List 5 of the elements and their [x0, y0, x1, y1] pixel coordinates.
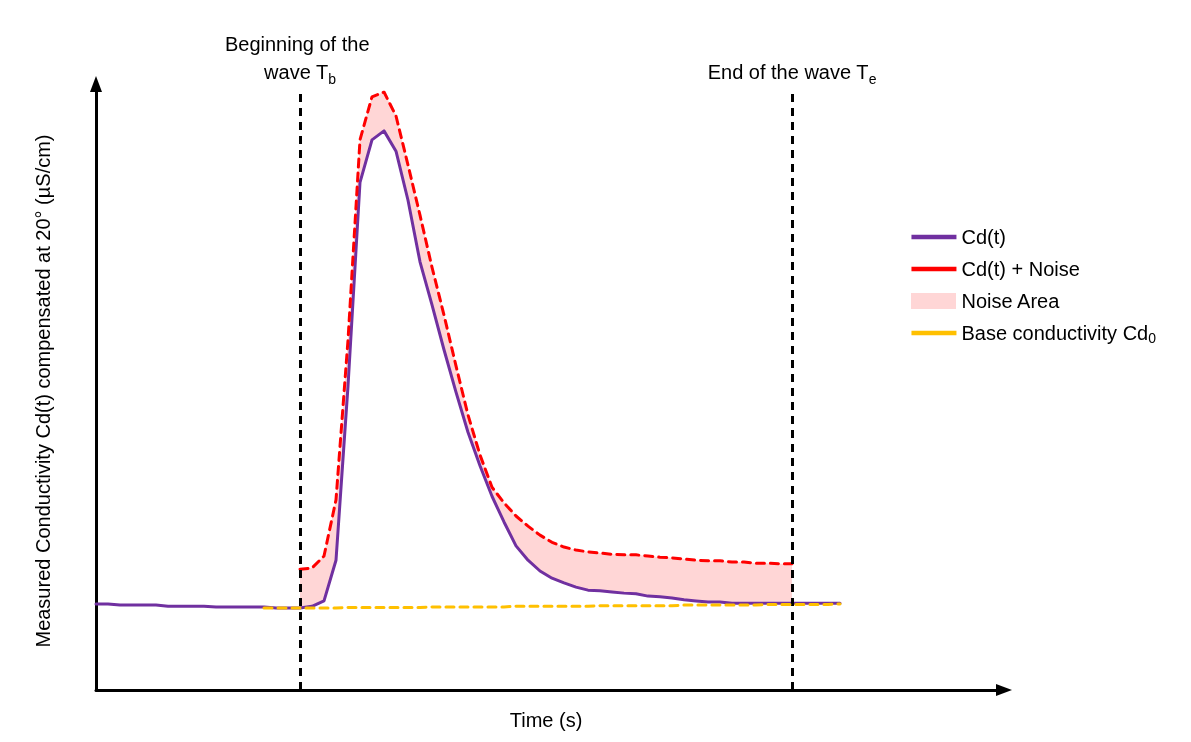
legend-label: Cd(t) + Noise [961, 258, 1080, 280]
legend-label: Cd(t) [961, 226, 1006, 248]
x-axis-title: Time (s) [509, 709, 583, 731]
y-axis-title: Measured Conductivity Cd(t) compensated at 20° (µS/cm) [32, 134, 54, 648]
annotation: Noise Area [961, 290, 1061, 312]
